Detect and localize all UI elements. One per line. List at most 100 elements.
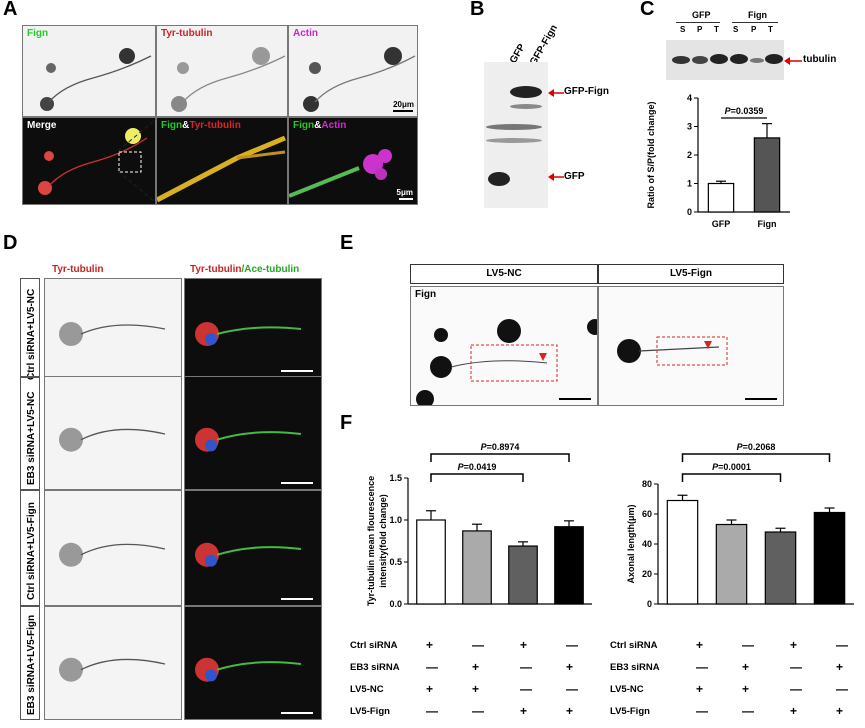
condition-sign: + — [696, 638, 704, 652]
y-tick-label: 0 — [687, 207, 692, 217]
a-scale-bottom-bar — [399, 198, 413, 200]
d-color-image — [184, 490, 322, 606]
d-col1-label: Tyr-tubulin — [52, 264, 104, 275]
b-band — [486, 124, 542, 130]
a-fign-tyr-label: Fign&Tyr-tubulin — [161, 120, 241, 131]
condition-sign: + — [790, 704, 798, 718]
condition-sign: — — [742, 638, 754, 652]
a-fign-actin-label: Fign&Actin — [293, 120, 347, 131]
d-color-image — [184, 278, 322, 378]
e-header-fign: LV5-Fign — [598, 264, 784, 284]
condition-row-label: LV5-Fign — [610, 706, 650, 717]
condition-sign: — — [520, 660, 532, 674]
condition-row-label: Ctrl siRNA — [350, 640, 398, 651]
panel-label-e: E — [340, 232, 354, 254]
significance-bracket — [681, 453, 831, 462]
bar — [813, 511, 846, 605]
c-bar-chart: 0 1 2 3 4 Ratio of S/P(fold change) GFP Fign P=0… — [646, 93, 790, 229]
e-scale-bar — [745, 398, 777, 400]
e-stain-label: Fign — [415, 289, 437, 300]
condition-sign: — — [566, 638, 578, 652]
d-gray-image — [44, 490, 182, 606]
a-tyr-image: Tyr-tubulin — [156, 25, 288, 117]
y-tick-label: 80 — [642, 479, 652, 489]
condition-sign: + — [790, 638, 798, 652]
condition-sign: + — [696, 682, 704, 696]
y-axis-label: Axonal length(μm) — [626, 504, 636, 583]
condition-sign: — — [696, 704, 708, 718]
condition-row-label: EB3 siRNA — [350, 662, 400, 673]
condition-sign: + — [836, 660, 844, 674]
panel-label-c: C — [640, 0, 655, 20]
y-tick-label: 1 — [687, 179, 692, 189]
bar — [462, 530, 492, 605]
a-merge-label: Merge — [27, 120, 57, 131]
condition-sign: + — [472, 682, 480, 696]
condition-row-label: EB3 siRNA — [610, 662, 660, 673]
condition-sign: — — [566, 682, 578, 696]
y-tick-label: 0.5 — [389, 557, 402, 567]
y-tick-label: 0 — [647, 599, 652, 609]
b-band — [510, 104, 542, 109]
b-arrow-label-gfp: GFP — [564, 171, 585, 182]
c-western-blot — [666, 40, 784, 80]
a-fign-neuron — [40, 48, 152, 111]
condition-sign: — — [426, 660, 438, 674]
e-fign-cells — [617, 336, 728, 366]
bar — [707, 182, 735, 213]
condition-sign: — — [836, 682, 848, 696]
y-axis-label: Tyr-tubulin mean flourescence — [366, 476, 376, 606]
panel-label-b: B — [470, 0, 485, 20]
d-color-image — [184, 376, 322, 490]
condition-sign: + — [426, 682, 434, 696]
c-group-line — [732, 22, 778, 23]
a-scale-top-bar — [393, 110, 413, 112]
y-tick-label: 1.0 — [389, 515, 402, 525]
e-header-nc: LV5-NC — [410, 264, 598, 284]
f-length-chart: 0 20 40 60 80 Axonal length(μm) P=0.2068 P=0.00… — [626, 442, 854, 609]
condition-sign: + — [426, 638, 434, 652]
y-axis-label: Ratio of S/P(fold change) — [646, 101, 656, 208]
e-nc-image: Fign — [410, 286, 598, 406]
condition-sign: + — [742, 660, 750, 674]
c-band — [750, 58, 764, 63]
panel-label-a: A — [3, 0, 18, 20]
a-merge-neuron — [38, 128, 148, 195]
panel-label-d: D — [3, 232, 18, 254]
bar — [764, 531, 797, 605]
panel-label-f: F — [340, 412, 353, 434]
d-row-label-frame — [20, 490, 40, 606]
a-zoom-lines — [118, 118, 157, 204]
significance-bracket — [430, 473, 524, 482]
a-actin-label: Actin — [293, 28, 318, 39]
condition-sign: + — [472, 660, 480, 674]
p-value-label: P=0.0001 — [712, 462, 751, 472]
a-tyr-neuron — [171, 47, 286, 112]
d-gray-image — [44, 278, 182, 378]
condition-row-label: LV5-NC — [350, 684, 384, 695]
c-band — [710, 54, 728, 64]
p-value-label: P=0.8974 — [481, 442, 520, 452]
condition-sign: — — [696, 660, 708, 674]
condition-sign: + — [836, 704, 844, 718]
condition-sign: — — [790, 660, 802, 674]
significance-bracket — [430, 453, 570, 462]
significance-bracket — [681, 473, 782, 482]
b-band-gfp-fign — [510, 86, 542, 98]
condition-sign: + — [566, 660, 574, 674]
condition-row-label: Ctrl siRNA — [610, 640, 658, 651]
bar — [508, 545, 538, 605]
bar — [416, 519, 446, 605]
c-tubulin-label: tubulin — [803, 54, 837, 65]
y-tick-label: 60 — [642, 509, 652, 519]
c-tubulin-arrow — [784, 57, 802, 65]
p-value-label: P=0.0419 — [458, 462, 497, 472]
condition-row-label: LV5-Fign — [350, 706, 390, 717]
condition-sign: + — [520, 704, 528, 718]
c-band — [692, 56, 708, 64]
a-fign-actin-image: Fign&Actin 5μm — [288, 117, 418, 205]
c-band — [730, 54, 748, 64]
b-arrow-label-gfp-fign: GFP-Fign — [564, 86, 609, 97]
a-fign-tyr-image: Fign&Tyr-tubulin — [156, 117, 288, 205]
bar — [753, 137, 781, 213]
